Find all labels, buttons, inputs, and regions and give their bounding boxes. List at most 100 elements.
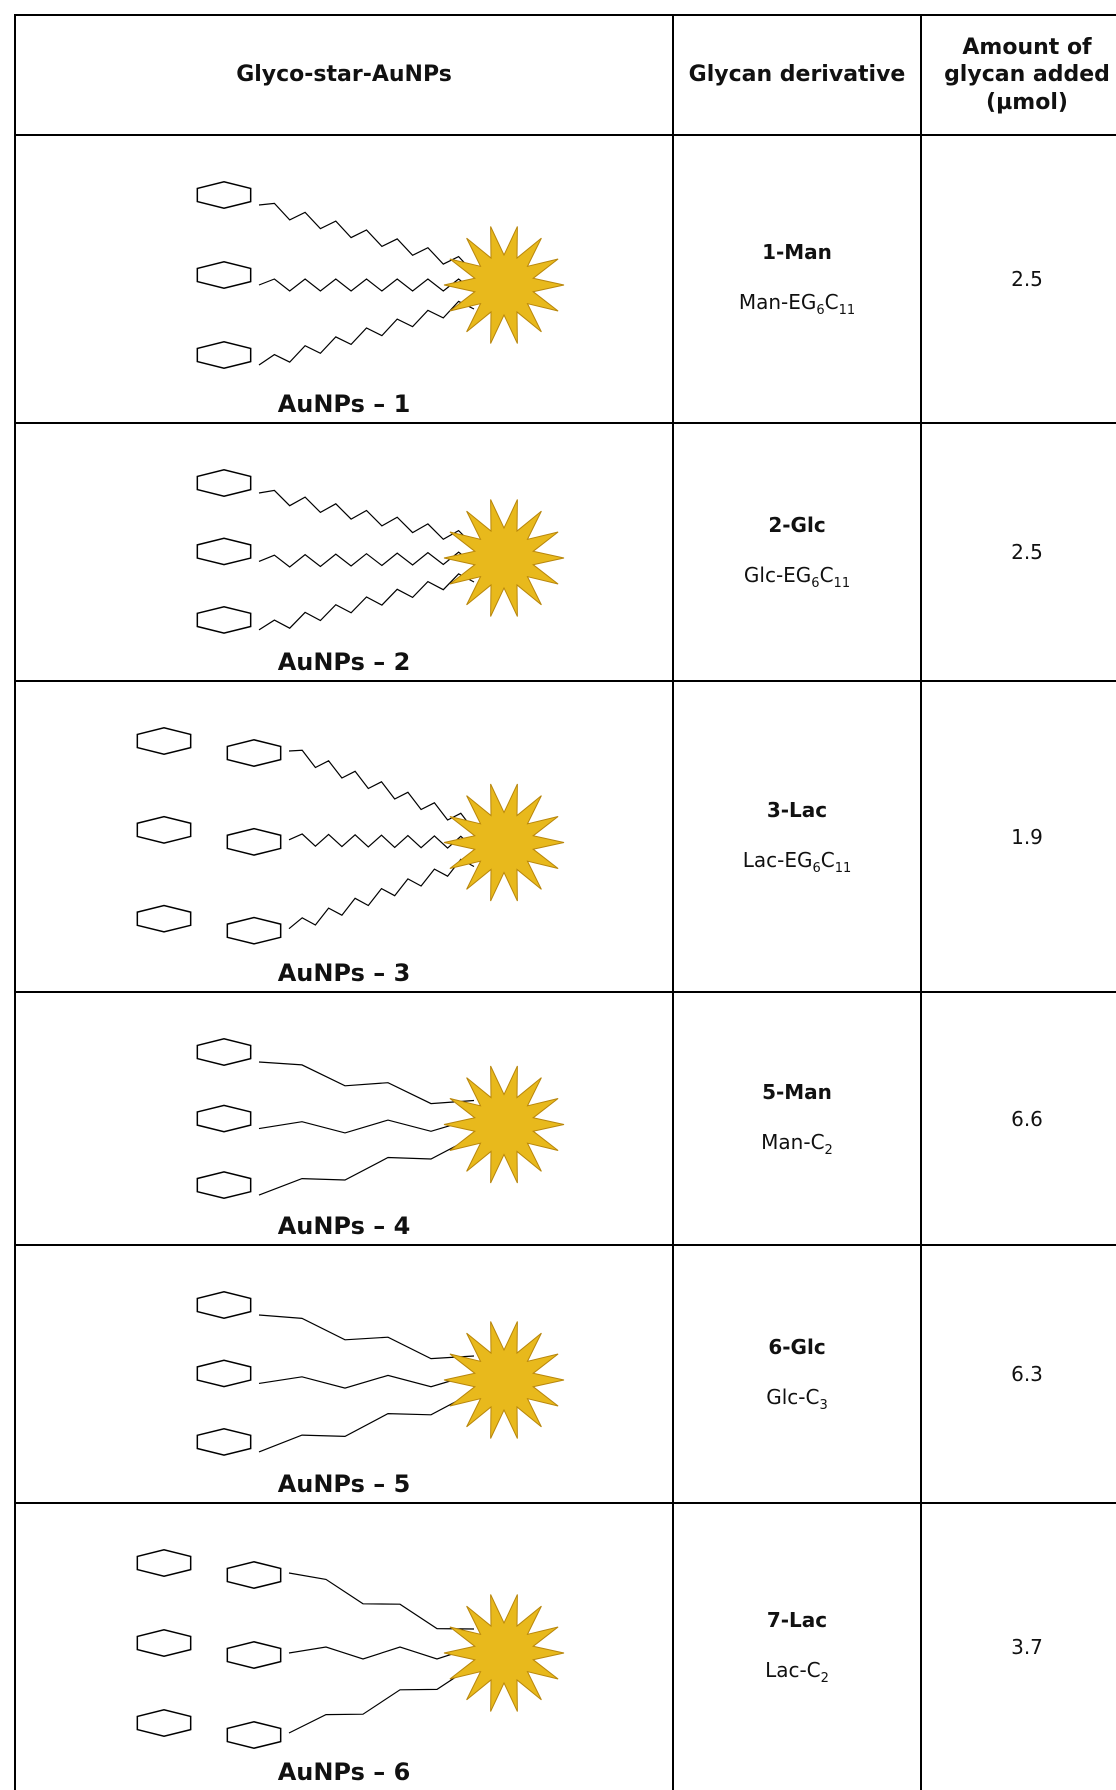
linker-chain bbox=[258, 1314, 475, 1360]
formula-part: 6 bbox=[816, 303, 825, 318]
derivative-name: 5-Man bbox=[762, 1079, 832, 1104]
sugar-ring bbox=[136, 1629, 192, 1657]
linker-chain bbox=[288, 749, 475, 831]
linker-chain bbox=[288, 1572, 475, 1630]
linker-chain bbox=[258, 1391, 475, 1453]
sugar-ring bbox=[136, 904, 192, 933]
formula-part: 11 bbox=[834, 860, 852, 876]
structure-drawing bbox=[196, 1038, 565, 1200]
structure-cell: AuNPs – 5 bbox=[14, 1244, 674, 1504]
data-table: Glyco-star-AuNPs Glycan derivative Amoun… bbox=[14, 14, 1116, 1790]
structure-cell: AuNPs – 1 bbox=[14, 134, 674, 424]
formula-part: C bbox=[824, 290, 839, 314]
structure-drawing bbox=[136, 727, 565, 945]
amount-cell: 2.5 bbox=[920, 134, 1116, 424]
sugar-ring bbox=[196, 261, 252, 289]
structure-cell: AuNPs – 4 bbox=[14, 991, 674, 1246]
formula-part: C bbox=[819, 563, 834, 587]
derivative-cell: 5-Man Man-C2 bbox=[672, 991, 922, 1246]
structure-drawing bbox=[136, 1549, 565, 1749]
derivative-cell: 1-Man Man-EG6C11 bbox=[672, 134, 922, 424]
sugar-ring bbox=[226, 827, 282, 856]
formula-part: Glc-EG bbox=[743, 563, 812, 587]
formula-part: Man-C bbox=[761, 1129, 825, 1154]
derivative-name: 1-Man bbox=[762, 240, 832, 264]
sugar-ring bbox=[196, 537, 252, 566]
derivative-formula: Glc-C3 bbox=[674, 1385, 920, 1413]
formula-part: Lac-EG bbox=[742, 847, 813, 872]
structure-label: AuNPs – 4 bbox=[277, 1212, 411, 1240]
structure-label: AuNPs – 1 bbox=[277, 390, 411, 418]
sugar-ring bbox=[136, 1709, 192, 1737]
derivative-cell: 2-Glc Glc-EG6C11 bbox=[672, 422, 922, 682]
gold-nanoparticle bbox=[443, 1321, 565, 1439]
formula-part: 6 bbox=[812, 860, 821, 876]
formula-part: C bbox=[820, 847, 835, 872]
derivative-cell: 6-Glc Glc-C3 bbox=[672, 1244, 922, 1504]
sugar-ring bbox=[226, 1561, 282, 1589]
linker-chain bbox=[258, 551, 475, 568]
sugar-ring bbox=[136, 727, 192, 755]
linker-chain bbox=[258, 1373, 475, 1389]
linker-chain bbox=[258, 278, 475, 292]
sugar-ring bbox=[196, 469, 252, 497]
amount-cell: 2.5 bbox=[920, 422, 1116, 682]
structure-cell: AuNPs – 3 bbox=[14, 680, 674, 993]
table-row: AuNPs – 3 3-Lac Lac-EG6C11 1.9 bbox=[14, 680, 1116, 993]
derivative-name: 6-Glc bbox=[768, 1335, 826, 1359]
sugar-ring bbox=[136, 1549, 192, 1577]
gold-nanoparticle bbox=[443, 1594, 565, 1712]
table-row: AuNPs – 4 5-Man Man-C2 6.6 bbox=[14, 991, 1116, 1246]
linker-chain bbox=[288, 858, 475, 930]
sugar-ring bbox=[226, 916, 282, 945]
sugar-ring bbox=[196, 1291, 252, 1319]
structure-label: AuNPs – 2 bbox=[277, 648, 411, 676]
sugar-ring bbox=[226, 1641, 282, 1669]
derivative-name: 2-Glc bbox=[768, 513, 826, 537]
sugar-ring bbox=[226, 1721, 282, 1749]
derivative-formula: Glc-EG6C11 bbox=[674, 563, 920, 591]
table-row: AuNPs – 6 7-Lac Lac-C2 3.7 bbox=[14, 1502, 1116, 1790]
sugar-ring bbox=[196, 1104, 252, 1133]
table-row: AuNPs – 5 6-Glc Glc-C3 6.3 bbox=[14, 1244, 1116, 1504]
linker-chain bbox=[258, 300, 475, 366]
header-cell: Amount of glycan added (µmol) bbox=[920, 14, 1116, 136]
table-row: AuNPs – 1 1-Man Man-EG6C11 2.5 bbox=[14, 134, 1116, 424]
linker-chain bbox=[258, 1135, 475, 1196]
formula-part: Lac-C bbox=[765, 1658, 821, 1682]
header-cell: Glyco-star-AuNPs bbox=[14, 14, 674, 136]
structure-cell: AuNPs – 2 bbox=[14, 422, 674, 682]
sugar-ring bbox=[226, 739, 282, 767]
amount-cell: 1.9 bbox=[920, 680, 1116, 993]
header-cell: Glycan derivative bbox=[672, 14, 922, 136]
formula-part: 2 bbox=[820, 1671, 829, 1686]
formula-part: 2 bbox=[824, 1142, 833, 1158]
structure-label: AuNPs – 3 bbox=[277, 959, 411, 987]
sugar-ring bbox=[136, 815, 192, 844]
structure-drawing bbox=[196, 1291, 565, 1456]
linker-chain bbox=[258, 202, 475, 274]
sugar-ring bbox=[196, 1038, 252, 1066]
formula-part: 11 bbox=[833, 576, 851, 591]
amount-cell: 6.6 bbox=[920, 991, 1116, 1246]
page: Glyco-star-AuNPs Glycan derivative Amoun… bbox=[14, 14, 1116, 1790]
derivative-formula: Man-EG6C11 bbox=[674, 290, 920, 318]
amount-cell: 6.3 bbox=[920, 1244, 1116, 1504]
formula-part: 11 bbox=[838, 303, 856, 318]
linker-chain bbox=[258, 489, 475, 547]
amount-cell: 3.7 bbox=[920, 1502, 1116, 1790]
sugar-ring bbox=[196, 605, 252, 634]
formula-part: Glc-C bbox=[766, 1385, 820, 1409]
derivative-name: 3-Lac bbox=[766, 797, 828, 822]
structure-label: AuNPs – 6 bbox=[277, 1758, 411, 1786]
derivative-formula: Lac-EG6C11 bbox=[674, 848, 920, 876]
sugar-ring bbox=[196, 1427, 252, 1456]
derivative-cell: 7-Lac Lac-C2 bbox=[672, 1502, 922, 1790]
formula-part: 6 bbox=[811, 576, 820, 591]
gold-nanoparticle bbox=[443, 499, 565, 617]
sugar-ring bbox=[196, 181, 252, 209]
structure-drawing bbox=[196, 181, 565, 369]
structure-label: AuNPs – 5 bbox=[277, 1470, 411, 1498]
gold-nanoparticle bbox=[443, 1065, 565, 1184]
formula-part: 3 bbox=[819, 1398, 828, 1413]
